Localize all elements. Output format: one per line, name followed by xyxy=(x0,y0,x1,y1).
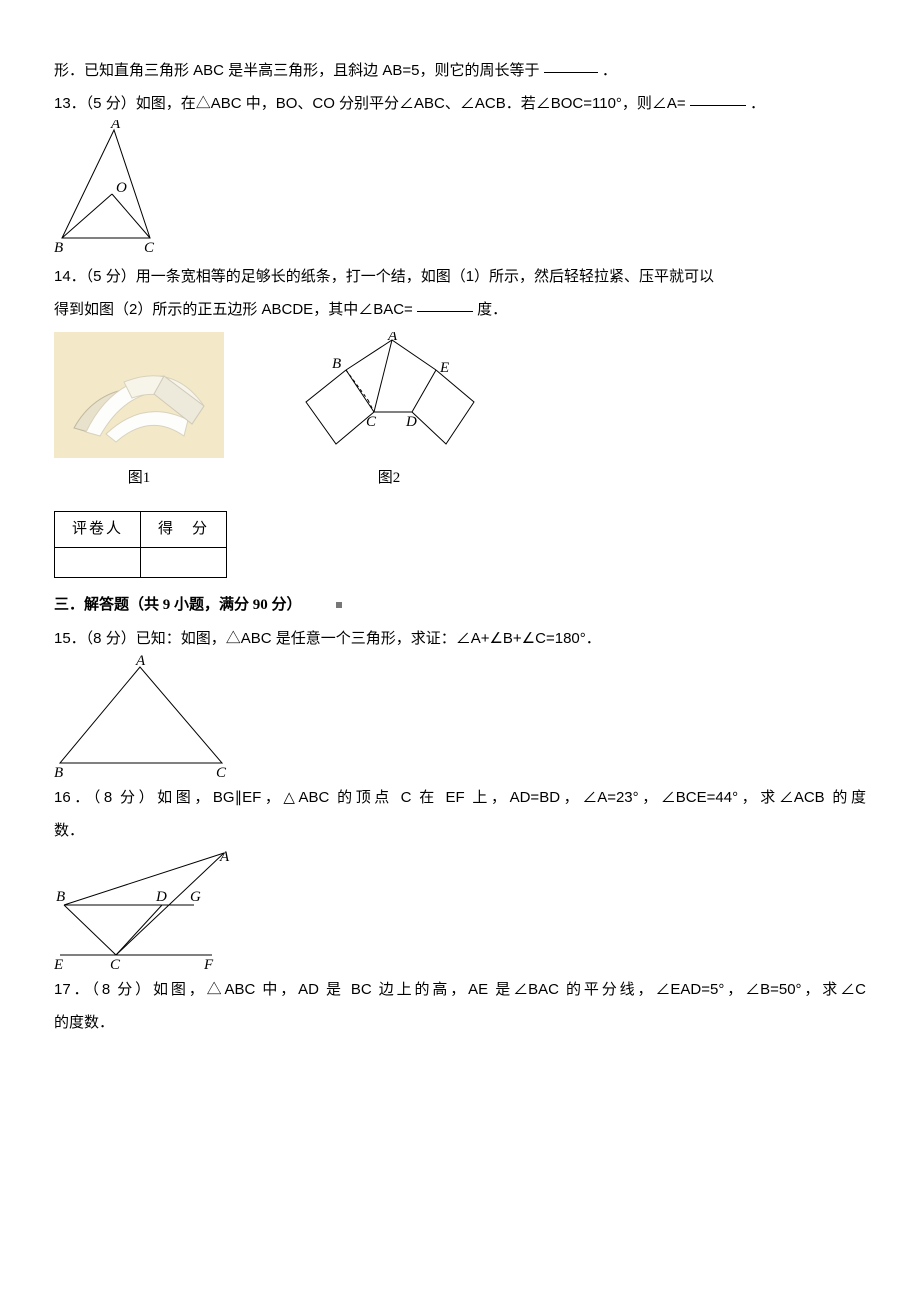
fig16-B: B xyxy=(56,889,65,905)
fig13-label-A: A xyxy=(110,120,121,132)
section3-title: 三．解答题（共 9 小题，满分 90 分） xyxy=(54,588,866,622)
q13-text: 13．（5 分）如图，在△ABC 中，BO、CO 分别平分∠ABC、∠ACB．若… xyxy=(54,95,686,112)
score-blank1 xyxy=(55,548,141,578)
fig13-svg: A B C O xyxy=(54,120,174,260)
fig14b-B: B xyxy=(332,356,341,372)
fig14b-E: E xyxy=(439,360,449,376)
q13-period: ． xyxy=(750,95,765,112)
q14-fig2-col: A B E C D 图2 xyxy=(274,332,504,495)
q14-blank xyxy=(417,297,473,312)
fig15-C: C xyxy=(216,765,227,781)
q13-figure: A B C O xyxy=(54,120,866,260)
q14-line1: 14．（5 分）用一条宽相等的足够长的纸条，打一个结，如图（1）所示，然后轻轻拉… xyxy=(54,260,866,293)
dot-mark-icon xyxy=(336,602,342,608)
q14-text2: 得到如图（2）所示的正五边形 ABCDE，其中∠BAC= xyxy=(54,301,413,318)
score-header-row: 评卷人 得 分 xyxy=(55,512,227,548)
fig16-svg: A B D G E C F xyxy=(54,847,239,973)
score-blank2 xyxy=(141,548,227,578)
fig16-E: E xyxy=(54,957,63,973)
q17-line1: 17．（8 分）如图，△ABC 中，AD 是 BC 边上的高，AE 是∠BAC … xyxy=(54,973,866,1006)
score-th2: 得 分 xyxy=(141,512,227,548)
fig14b-svg: A B E C D xyxy=(274,332,504,458)
fig16-G: G xyxy=(190,889,201,905)
q16-figure: A B D G E C F xyxy=(54,847,866,973)
score-blank-row xyxy=(55,548,227,578)
fig16-F: F xyxy=(203,957,214,973)
q12-blank xyxy=(544,58,598,73)
fig14a-label: 图1 xyxy=(128,462,151,495)
fig14b-D: D xyxy=(405,414,417,430)
q14-line2: 得到如图（2）所示的正五边形 ABCDE，其中∠BAC= 度． xyxy=(54,293,866,326)
q14-figrow: 图1 A B E C xyxy=(54,332,866,495)
score-th1: 评卷人 xyxy=(55,512,141,548)
fig15-B: B xyxy=(54,765,63,781)
q14-fig1-col: 图1 xyxy=(54,332,224,495)
q12-period: ． xyxy=(602,62,617,79)
q15-line: 15．（8 分）已知：如图，△ABC 是任意一个三角形，求证：∠A+∠B+∠C=… xyxy=(54,622,866,655)
section3-text: 三．解答题（共 9 小题，满分 90 分） xyxy=(54,597,302,613)
fig15-svg: A B C xyxy=(54,655,239,781)
q16-line1: 16．（8 分）如图，BG∥EF，△ABC 的顶点 C 在 EF 上，AD=BD… xyxy=(54,781,866,814)
fig16-C: C xyxy=(110,957,121,973)
fig16-D: D xyxy=(155,889,167,905)
q12-tail-text: 形．已知直角三角形 ABC 是半高三角形，且斜边 AB=5，则它的周长等于 xyxy=(54,62,539,79)
fig13-label-O: O xyxy=(116,180,127,196)
fig13-label-B: B xyxy=(54,240,63,256)
score-table: 评卷人 得 分 xyxy=(54,511,227,578)
q13-blank xyxy=(690,91,746,106)
q16-line2: 数． xyxy=(54,814,866,847)
q17-line2: 的度数． xyxy=(54,1006,866,1039)
fig15-A: A xyxy=(135,655,146,669)
q15-figure: A B C xyxy=(54,655,866,781)
fig14a-svg xyxy=(54,332,224,458)
fig13-label-C: C xyxy=(144,240,155,256)
fig14b-A: A xyxy=(387,332,398,344)
fig14b-C: C xyxy=(366,414,377,430)
q13-line: 13．（5 分）如图，在△ABC 中，BO、CO 分别平分∠ABC、∠ACB．若… xyxy=(54,87,866,120)
fig16-A: A xyxy=(219,849,230,865)
fig14b-label: 图2 xyxy=(378,462,401,495)
q14-tail: 度． xyxy=(477,301,507,318)
q12-tail-line: 形．已知直角三角形 ABC 是半高三角形，且斜边 AB=5，则它的周长等于 ． xyxy=(54,54,866,87)
